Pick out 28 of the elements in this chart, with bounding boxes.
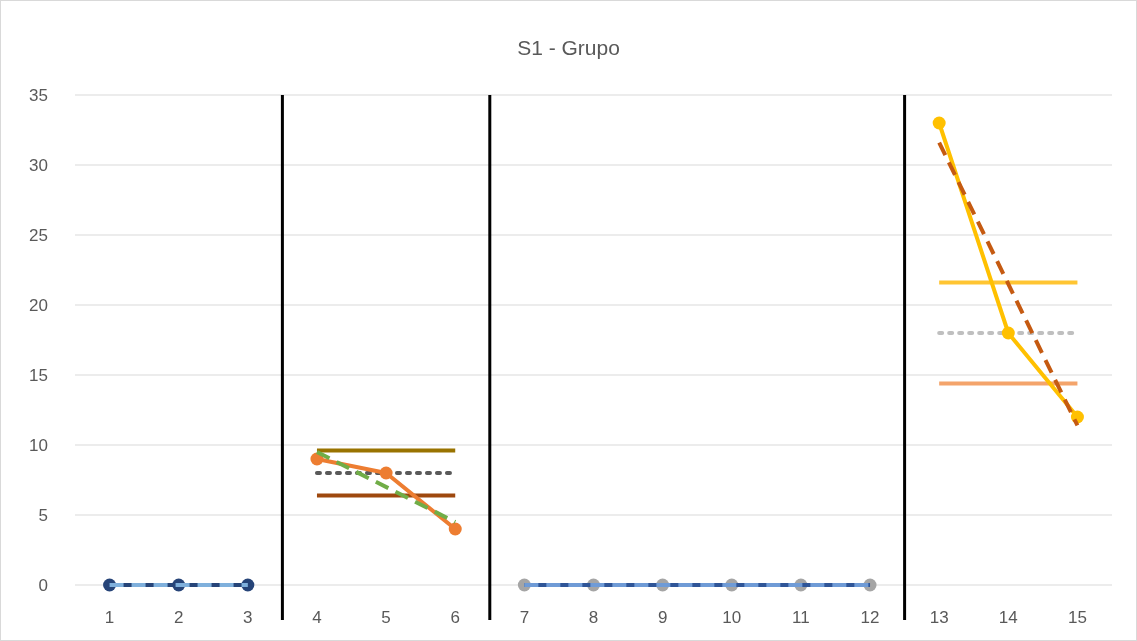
y-tick-label: 0	[38, 575, 48, 595]
y-tick-label: 35	[29, 85, 48, 105]
x-tick-label: 11	[792, 607, 810, 627]
y-tick-label: 30	[29, 155, 48, 175]
x-tick-label: 7	[519, 607, 530, 627]
x-tick-label: 6	[450, 607, 460, 627]
chart-title: S1 - Grupo	[517, 36, 620, 59]
x-tick-label: 9	[657, 607, 668, 627]
y-tick-label: 5	[38, 505, 48, 525]
y-tick-label: 20	[29, 295, 48, 315]
x-tick-label: 3	[243, 607, 253, 627]
point	[448, 522, 462, 536]
point	[379, 466, 393, 480]
x-tick-label: 12	[860, 607, 880, 627]
x-tick-label: 4	[312, 607, 322, 627]
x-tick-label: 8	[588, 607, 599, 627]
x-tick-label: 15	[1067, 607, 1087, 627]
point	[932, 116, 946, 130]
x-tick-label: 1	[104, 607, 115, 627]
y-tick-label: 15	[29, 365, 48, 385]
x-tick-label: 13	[929, 607, 949, 627]
x-tick-label: 2	[173, 607, 184, 627]
y-tick-label: 10	[29, 435, 48, 455]
x-tick-label: 5	[381, 607, 391, 627]
x-tick-label: 14	[998, 607, 1018, 627]
y-tick-label: 25	[29, 225, 48, 245]
x-tick-label: 10	[722, 607, 742, 627]
point	[1001, 326, 1015, 340]
